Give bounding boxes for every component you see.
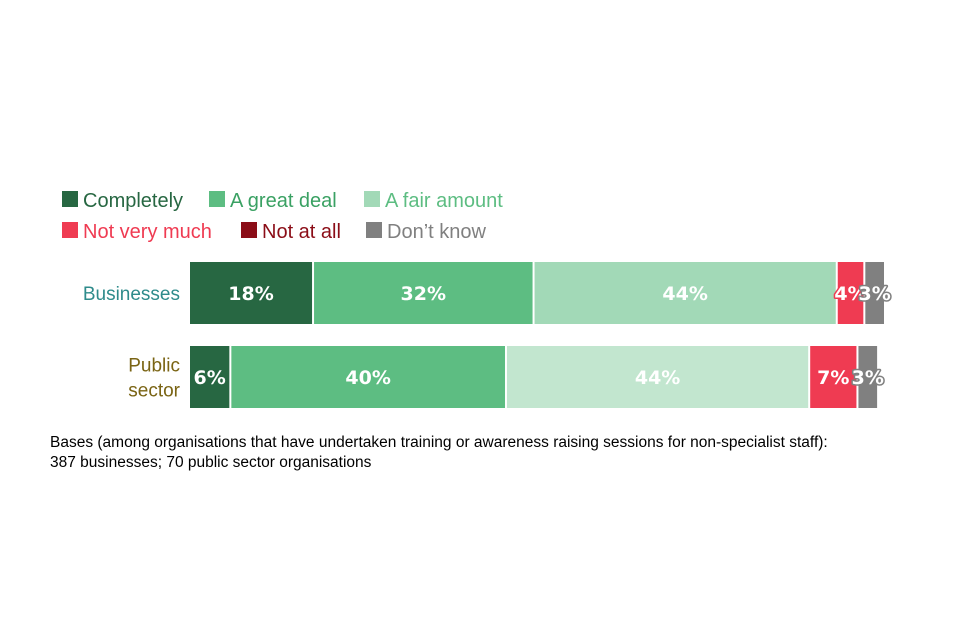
bar-segment-a-fair-amount	[506, 346, 809, 408]
bar-row-2: Public sector 6% 40% 44% 7% 3%	[128, 346, 885, 408]
data-label-completely: 6%	[194, 367, 226, 389]
legend-item-not-at-all: Not at all	[241, 221, 341, 243]
legend-swatch	[62, 191, 78, 207]
data-label-dont-know: 3%	[852, 367, 884, 389]
data-label-dont-know: 3%	[859, 283, 891, 305]
legend-label: Don’t know	[387, 221, 486, 243]
data-label-a-fair-amount: 44%	[662, 283, 707, 305]
category-label: Public sector	[128, 356, 180, 402]
bases-note-line-2: 387 businesses; 70 public sector organis…	[50, 454, 372, 471]
bar-segment-completely	[190, 346, 230, 408]
legend-label: Not very much	[83, 221, 212, 243]
data-label-completely: 18%	[228, 283, 273, 305]
legend: Completely A great deal A fair amount Not v…	[62, 190, 503, 243]
legend-label: Not at all	[262, 221, 341, 243]
bar-segment-a-fair-amount	[534, 262, 836, 324]
bases-note: Bases (among organisations that have und…	[50, 433, 930, 473]
legend-label: Completely	[83, 190, 183, 212]
bar-segment-not-very-much	[810, 346, 857, 408]
data-label-a-fair-amount: 44%	[635, 367, 680, 389]
legend-label: A great deal	[230, 190, 337, 212]
bar-segment-dont-know	[858, 346, 878, 408]
bar-segment-completely	[190, 262, 313, 324]
legend-swatch	[364, 191, 380, 207]
data-label-a-great-deal: 32%	[401, 283, 446, 305]
data-label-not-very-much: 4%	[834, 283, 866, 305]
bar-segment-a-great-deal	[231, 346, 505, 408]
bases-note-line-1: Bases (among organisations that have und…	[50, 434, 828, 451]
category-label: Businesses	[83, 284, 180, 305]
legend-item-not-very-much: Not very much	[62, 221, 212, 243]
legend-item-a-fair-amount: A fair amount	[364, 190, 503, 212]
legend-item-a-great-deal: A great deal	[209, 190, 337, 212]
legend-swatch	[62, 222, 78, 238]
legend-item-completely: Completely	[62, 190, 183, 212]
legend-swatch	[241, 222, 257, 238]
legend-item-dont-know: Don’t know	[366, 221, 486, 243]
bar-row-1: Businesses 18% 32% 44% 4%3%	[83, 262, 892, 324]
legend-label: A fair amount	[385, 190, 503, 212]
stacked-bar-chart: Completely A great deal A fair amount Not v…	[62, 190, 892, 408]
data-label-a-great-deal: 40%	[345, 367, 390, 389]
bar-segment-not-very-much	[837, 262, 864, 324]
bar-segment-a-great-deal	[314, 262, 533, 324]
bar-segment-dont-know	[865, 262, 884, 324]
data-label-not-very-much: 7%	[817, 367, 849, 389]
legend-swatch	[209, 191, 225, 207]
legend-swatch	[366, 222, 382, 238]
